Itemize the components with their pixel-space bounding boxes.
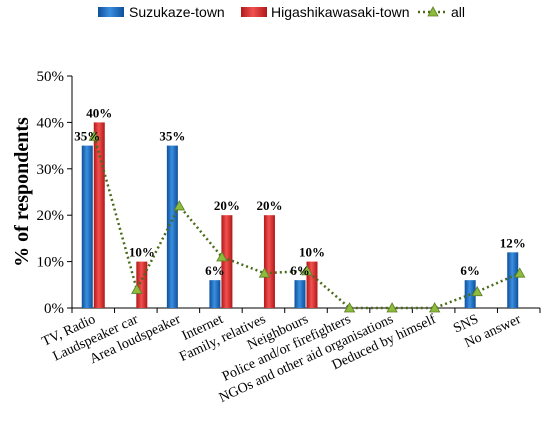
point-all: [428, 302, 441, 313]
y-axis-title: % of respondents: [11, 117, 33, 267]
bar-suzukaze: [166, 145, 178, 308]
axes: 0% 10% 20% 30% 40% 50%: [37, 69, 541, 317]
data-label: 10%: [129, 245, 155, 260]
data-label: 12%: [500, 235, 526, 250]
y-tick-label: 10%: [37, 255, 65, 271]
data-label: 35%: [159, 129, 185, 144]
bar-higashikawasaki: [221, 215, 233, 308]
data-label: 6%: [460, 263, 480, 278]
series-line-all: [93, 135, 521, 310]
data-label: 20%: [214, 198, 240, 213]
point-all: [343, 302, 356, 313]
legend-swatch-higashikawasaki: [241, 7, 267, 17]
legend-label-suzukaze: Suzukaze-town: [129, 4, 225, 20]
point-all: [88, 130, 100, 141]
y-tick-label: 40%: [37, 115, 65, 131]
y-tick-label: 50%: [37, 69, 65, 85]
point-all: [216, 251, 228, 262]
bar-suzukaze: [209, 280, 221, 308]
bar-higashikawasaki: [136, 261, 148, 308]
point-all: [131, 283, 143, 294]
bar-suzukaze: [294, 280, 306, 308]
y-tick-label: 30%: [37, 162, 65, 178]
data-label: 6%: [290, 263, 310, 278]
point-all: [514, 267, 526, 278]
data-label: 6%: [205, 263, 225, 278]
line-series: [88, 130, 526, 313]
bar-higashikawasaki: [306, 261, 318, 308]
point-all: [386, 302, 398, 313]
bar-higashikawasaki: [93, 122, 105, 309]
legend-label-higashikawasaki: Higashikawasaki-town: [271, 4, 410, 20]
data-labels: 35% 35% 6% 6% 6% 12% 40% 10% 20% 20% 10%: [74, 105, 525, 278]
legend: Suzukaze-town Higashikawasaki-town all: [98, 4, 465, 20]
data-label: 10%: [299, 245, 325, 260]
point-all: [471, 285, 483, 297]
bar-suzukaze: [507, 252, 519, 308]
bar-suzukaze: [81, 145, 93, 308]
bar-higashikawasaki: [263, 215, 275, 308]
y-tick-label: 20%: [37, 208, 65, 224]
y-tick-label: 0%: [44, 301, 64, 317]
data-label: 20%: [256, 198, 282, 213]
point-all: [173, 200, 186, 211]
legend-marker-all: [427, 6, 439, 17]
point-all: [301, 265, 313, 276]
legend-swatch-suzukaze: [98, 7, 124, 17]
data-label: 35%: [74, 129, 100, 144]
data-label: 40%: [86, 105, 112, 120]
point-all: [258, 267, 271, 278]
legend-label-all: all: [451, 4, 465, 20]
bars: [81, 122, 519, 309]
